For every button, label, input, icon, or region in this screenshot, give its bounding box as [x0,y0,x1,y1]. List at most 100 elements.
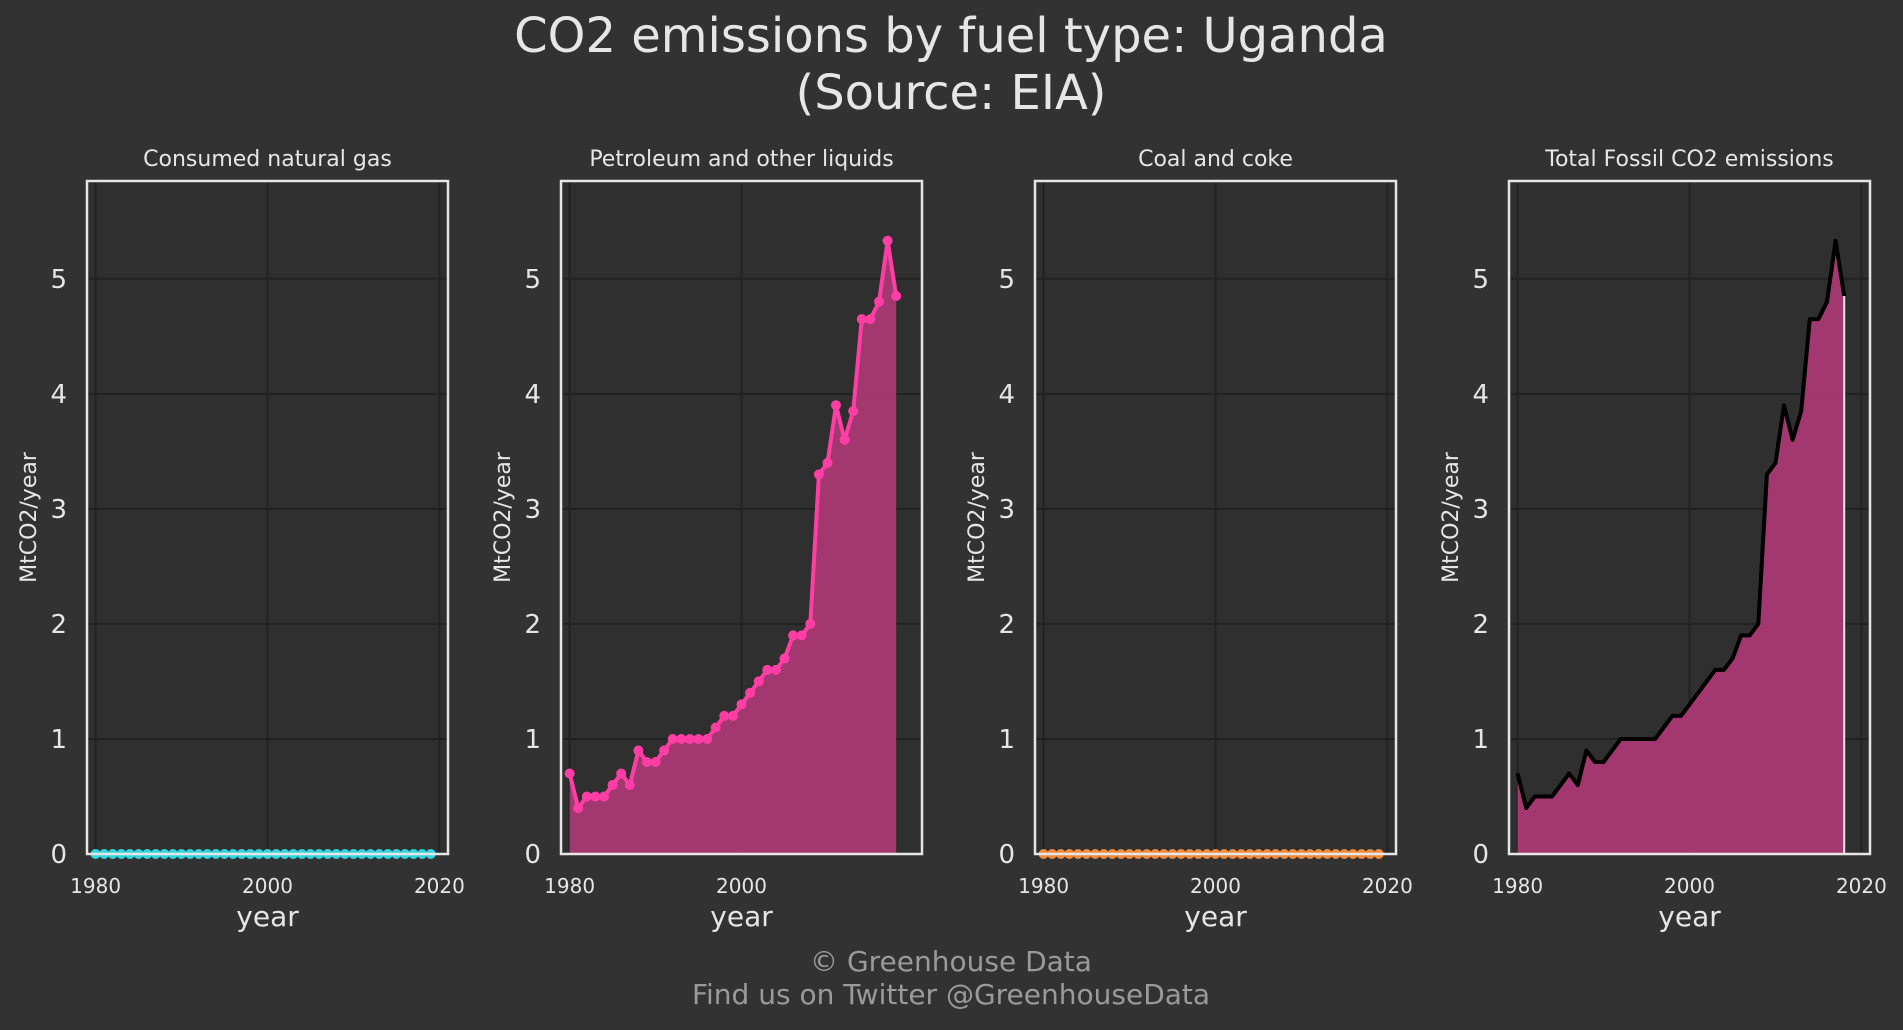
data-point [702,734,713,744]
data-point [770,664,781,675]
data-point [659,745,670,756]
y-axis-label: MtCO2/year [491,451,516,583]
y-tick-label: 1 [524,725,541,755]
x-tick-label: 1980 [1492,874,1543,898]
data-point [727,710,738,721]
series-area [569,240,897,855]
y-tick-label: 4 [998,380,1015,410]
x-axis-label: year [1658,900,1721,933]
data-point [573,803,584,813]
data-point [865,314,876,325]
data-point [564,768,575,779]
data-point [710,722,721,733]
data-point [581,791,592,802]
series-line [1515,238,1847,810]
y-tick-label: 5 [524,265,541,295]
data-point [856,314,867,325]
data-point [891,291,902,301]
x-tick-label: 2000 [1190,874,1241,898]
data-point [633,745,644,756]
data-point [796,630,807,641]
series-area [1517,240,1845,855]
data-point [736,699,747,710]
data-point [762,664,773,675]
data-point [719,710,730,721]
x-axis-label: year [1184,900,1247,933]
data-point [624,780,635,790]
subplot-3: 0 1 2 3 4 5 1980 2000 2020 Coal and coke year MtCO2… [965,147,1413,933]
data-point [745,687,756,698]
x-tick-label: 2000 [1664,874,1715,898]
y-tick-label: 1 [50,725,67,755]
data-point [822,457,833,468]
y-tick-label: 0 [50,840,67,870]
x-tick-label: 1980 [70,874,121,898]
subplot-title: Total Fossil CO2 emissions [1544,147,1834,172]
data-point [650,757,661,767]
y-tick-label: 4 [50,380,67,410]
y-tick-label: 2 [1472,610,1489,640]
data-point [874,296,884,307]
x-tick-label: 1980 [1018,874,1069,898]
data-point [813,469,824,480]
y-axis-label: MtCO2/year [1439,451,1464,583]
x-tick-label: 2020 [414,874,465,898]
y-axis-label: MtCO2/year [965,451,990,583]
y-tick-label: 0 [524,840,541,870]
data-point [684,734,695,744]
y-tick-label: 0 [1472,840,1489,870]
data-point [831,400,841,411]
figure-title-line2: (Source: EIA) [795,65,1106,121]
y-tick-label: 3 [524,495,541,525]
y-tick-label: 2 [50,610,67,640]
data-point [839,434,850,445]
plot-frame [85,179,450,856]
data-point [590,791,601,802]
data-point [882,235,893,246]
data-point [667,734,678,744]
plot-frame [1507,179,1872,856]
footer-copyright: © Greenhouse Data [810,945,1092,978]
y-tick-label: 5 [50,265,67,295]
y-tick-label: 3 [1472,495,1489,525]
y-tick-label: 5 [1472,265,1489,295]
data-point [779,653,790,664]
subplot-title: Petroleum and other liquids [589,147,893,172]
x-tick-label: 2020 [1362,874,1413,898]
data-point [676,734,687,744]
data-point [805,618,816,629]
subplot-title: Coal and coke [1138,147,1293,172]
y-tick-label: 5 [998,265,1015,295]
data-point [607,780,618,790]
plot-frame [559,179,924,856]
subplot-2: 0 1 2 3 4 5 1980 2000 Petroleum and other liquid… [491,147,924,933]
footer-twitter: Find us on Twitter @GreenhouseData [692,978,1210,1011]
data-point [848,406,859,417]
data-point [599,791,609,802]
y-tick-label: 2 [524,610,541,640]
data-point [693,734,704,744]
y-tick-label: 1 [998,725,1015,755]
data-point [642,757,652,767]
data-point [616,768,627,779]
x-tick-label: 2020 [1836,874,1887,898]
subplot-title: Consumed natural gas [143,147,392,172]
x-tick-label: 2000 [242,874,293,898]
subplot-1: 0 1 2 3 4 5 1980 2000 2020 Consumed natural gas ye… [17,147,465,933]
figure-title-line1: CO2 emissions by fuel type: Uganda [514,8,1388,64]
y-tick-label: 4 [1472,380,1489,410]
x-axis-label: year [710,900,773,933]
data-point [788,630,799,641]
y-tick-label: 3 [50,495,67,525]
y-axis-label: MtCO2/year [17,451,42,583]
data-point [753,676,764,687]
y-tick-label: 0 [998,840,1015,870]
y-tick-label: 3 [998,495,1015,525]
y-tick-label: 1 [1472,725,1489,755]
y-tick-label: 4 [524,380,541,410]
y-tick-label: 2 [998,610,1015,640]
subplot-4: 0 1 2 3 4 5 1980 2000 2020 Total Fossil CO2 emiss… [1439,147,1887,933]
